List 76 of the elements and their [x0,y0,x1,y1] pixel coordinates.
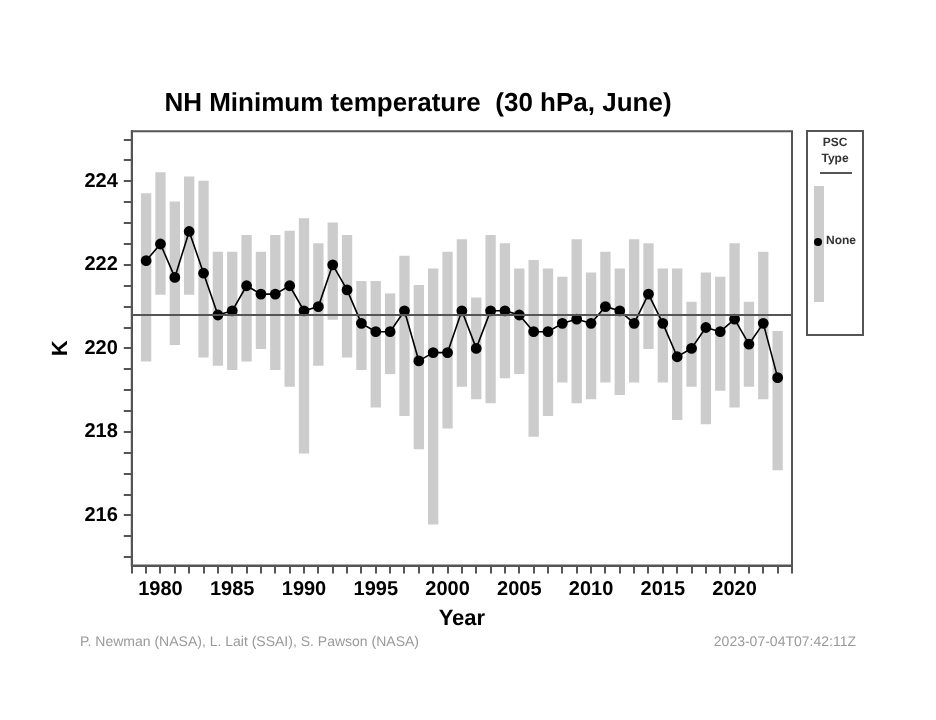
bar [542,268,554,416]
bar [528,260,539,437]
point [585,317,597,329]
point [255,288,267,300]
point [600,301,611,313]
point [714,326,726,338]
bar [628,239,640,383]
bar [700,272,712,425]
x-tick-label: 2000 [425,579,471,602]
point [370,326,382,338]
bar [485,234,496,404]
chart-title: NH Minimum temperature (30 hPa, June) [164,86,672,117]
point [140,255,152,267]
y-tick-label: 222 [84,254,119,277]
y-tick-label: 218 [84,421,119,444]
y-tick-label: 224 [84,170,119,193]
bar [729,243,740,408]
point [700,322,712,333]
point [442,347,453,358]
x-tick-label: 2005 [497,579,543,602]
point [470,343,482,354]
bar [298,218,310,454]
point [528,326,540,338]
point [269,288,281,300]
point [743,338,755,350]
point [772,372,784,384]
x-tick-label: 2015 [640,579,686,602]
bar [614,268,625,396]
point [356,317,367,329]
x-tick-label: 1980 [138,579,184,602]
bar [499,243,511,379]
bar [198,180,209,358]
x-tick-label: 2010 [568,579,615,602]
bar [456,239,468,387]
x-tick-label: 1990 [281,579,328,602]
x-tick-label: 1985 [209,579,256,602]
point [341,284,353,296]
bar [557,276,568,383]
x-tick-label: 1995 [353,579,399,602]
bar [341,234,353,358]
point [657,317,669,329]
point [542,326,554,338]
bar [255,251,267,350]
point [241,280,252,292]
bar [284,230,295,387]
bar [600,251,611,383]
bar [399,255,410,416]
y-tick-label: 216 [84,504,119,527]
bar [140,193,152,362]
point [327,259,339,271]
bar [241,234,252,362]
y-axis-title: K [49,340,74,357]
x-axis-title: Year [438,606,487,631]
point [284,280,296,292]
point [312,301,324,313]
point [686,343,697,354]
bar [212,251,224,366]
point [556,317,568,329]
point [155,238,166,250]
point [628,317,640,329]
bar [428,268,439,525]
x-tick-label: 2020 [712,579,758,602]
y-tick-label: 220 [84,337,119,360]
point [643,288,654,300]
point [671,351,683,363]
bar [155,172,166,295]
point [198,267,209,279]
bar [772,331,783,471]
point [384,326,396,338]
point [757,317,769,329]
point [183,226,195,237]
point [427,347,439,358]
bar [442,251,453,429]
bar [571,239,582,404]
point [169,271,181,283]
point [413,355,425,367]
